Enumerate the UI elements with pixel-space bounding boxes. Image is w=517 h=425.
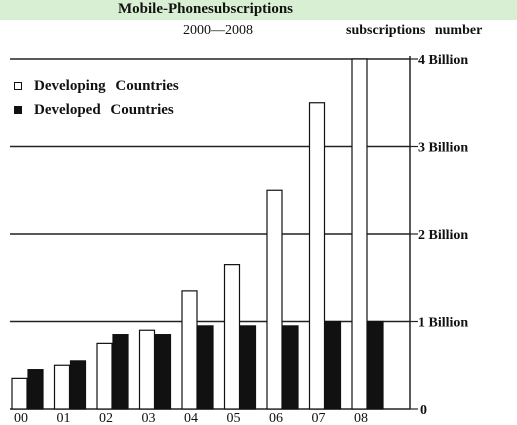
bar-developed-00 xyxy=(27,369,44,410)
bar-developing-08 xyxy=(351,58,368,410)
x-tick-label-07: 07 xyxy=(312,411,326,425)
bar-developing-07 xyxy=(308,102,326,410)
bar-developed-07 xyxy=(324,320,342,410)
bar-developed-01 xyxy=(69,360,87,410)
bar-developing-04 xyxy=(181,290,198,410)
bar-developing-02 xyxy=(96,342,113,410)
chart-subtitle: 2000—2008 xyxy=(183,23,253,38)
x-tick-label-08: 08 xyxy=(354,411,368,425)
bar-developed-04 xyxy=(197,325,214,410)
y-tick-label-4: 4 Billion xyxy=(418,53,468,68)
bar-developed-05 xyxy=(239,325,257,410)
bar-developing-01 xyxy=(53,364,71,410)
bar-developed-03 xyxy=(154,334,172,410)
bar-developing-06 xyxy=(266,189,283,410)
bar-developed-02 xyxy=(112,334,129,410)
y-tick-label-0: 0 xyxy=(420,403,427,418)
legend-label-developed: Developed Countries xyxy=(34,101,174,118)
bar-developing-00 xyxy=(11,377,28,410)
y-tick-label-3: 3 Billion xyxy=(418,141,468,156)
title-bar xyxy=(0,0,517,20)
legend-swatch-developed xyxy=(14,106,22,114)
bar-developing-05 xyxy=(223,264,241,410)
bar-developing-03 xyxy=(138,329,156,410)
x-tick-label-01: 01 xyxy=(57,411,71,425)
x-tick-label-00: 00 xyxy=(14,411,28,425)
x-tick-label-02: 02 xyxy=(99,411,113,425)
legend: Developing Countries Developed Countries xyxy=(14,74,179,122)
chart-title: Mobile-Phonesubscriptions xyxy=(118,1,294,17)
x-tick-label-04: 04 xyxy=(184,411,198,425)
bar-developed-08 xyxy=(367,320,384,410)
x-tick-label-05: 05 xyxy=(227,411,241,425)
y-tick-label-1: 1 Billion xyxy=(418,316,468,331)
legend-item-developed: Developed Countries xyxy=(14,98,179,122)
legend-item-developing: Developing Countries xyxy=(14,74,179,98)
legend-swatch-developing xyxy=(14,82,22,90)
x-tick-label-06: 06 xyxy=(269,411,283,425)
bar-developed-06 xyxy=(282,325,299,410)
legend-label-developing: Developing Countries xyxy=(34,77,179,94)
y-axis-title: subscriptions number xyxy=(346,23,483,38)
y-tick-label-2: 2 Billion xyxy=(418,228,468,243)
x-tick-label-03: 03 xyxy=(142,411,156,425)
